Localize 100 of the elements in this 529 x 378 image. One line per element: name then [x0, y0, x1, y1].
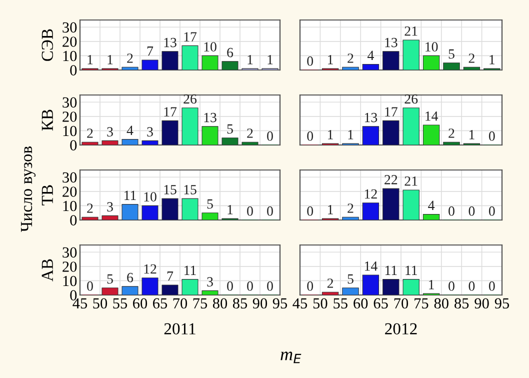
data-label: 1 [328, 205, 333, 214]
x-tick-label: 65 [374, 298, 388, 309]
x-tick-label: 90 [252, 298, 268, 309]
y-tick-label: 30 [62, 22, 77, 33]
data-label: 3 [107, 127, 113, 137]
y-tick-label: 10 [63, 276, 77, 286]
data-label: 6 [127, 272, 134, 282]
data-label: 0 [227, 281, 233, 291]
x-tick-label: 45 [292, 298, 308, 309]
y-tick-label: 0 [70, 140, 77, 150]
y-tick-label: 10 [63, 50, 77, 62]
data-label: 17 [164, 107, 177, 116]
y-axis-title: ТВ [42, 185, 53, 206]
y-tick-label: 10 [63, 126, 77, 136]
data-label: 6 [227, 48, 234, 58]
x-tick-label: 95 [494, 298, 510, 309]
data-label: 5 [448, 49, 454, 59]
data-label: 0 [448, 281, 454, 291]
data-label: 0 [488, 281, 495, 291]
data-label: 0 [87, 281, 93, 291]
x-tick-label: 90 [474, 298, 489, 309]
data-label: 2 [448, 128, 454, 138]
data-label: 1 [228, 205, 233, 214]
x-tick-label: 60 [354, 298, 368, 309]
x-tick-label: 85 [232, 298, 248, 309]
data-label: 13 [204, 112, 216, 122]
text: m$_{E}$ [280, 352, 302, 364]
data-label: 26 [184, 94, 197, 104]
y-tick-label: 20 [62, 36, 77, 47]
data-label: 2 [348, 54, 354, 63]
x-tick-label: 50 [313, 298, 328, 309]
data-label: 1 [429, 280, 434, 290]
data-label: 11 [406, 266, 417, 275]
data-label: 2 [127, 54, 133, 63]
data-label: 4 [126, 126, 134, 135]
x-tick-label: 60 [133, 298, 148, 309]
x-tick-label: 70 [394, 298, 408, 309]
x-tick-label: 45 [72, 298, 88, 309]
x-tick-label: 55 [334, 298, 348, 309]
y-axis-title: АВ [42, 259, 53, 282]
x-tick-label: 80 [434, 298, 448, 309]
data-label: 4 [368, 50, 374, 60]
data-label: 2 [87, 204, 93, 213]
x-tick-label: 75 [193, 298, 208, 309]
data-label: 5 [207, 199, 213, 209]
x-tick-label: 75 [414, 298, 428, 309]
data-label: 1 [490, 55, 495, 64]
y-tick-label: 20 [62, 186, 77, 197]
data-label: 1 [248, 55, 253, 64]
data-label: 17 [184, 32, 197, 42]
data-label: 0 [247, 206, 253, 216]
y-tick-label: 30 [62, 172, 77, 183]
y-tick-label: 20 [62, 262, 77, 272]
y-tick-label: 0 [70, 215, 77, 226]
data-label: 1 [348, 130, 354, 140]
data-label: 0 [307, 56, 314, 66]
data-label: 12 [364, 189, 377, 199]
data-label: 13 [364, 112, 378, 122]
x-tick-label: 55 [113, 298, 128, 309]
x-tick-label: 85 [454, 298, 469, 309]
data-label: 4 [428, 200, 435, 210]
data-label: 26 [404, 94, 418, 104]
y-tick-label: 30 [62, 97, 77, 108]
x-axis-title: 2012 [385, 323, 417, 334]
data-label: 11 [385, 266, 397, 275]
data-label: 2 [348, 204, 354, 213]
data-label: 0 [468, 281, 475, 291]
data-label: 0 [267, 281, 273, 291]
data-label: 5 [107, 274, 113, 284]
data-label: 11 [124, 190, 136, 200]
data-label: 2 [87, 128, 93, 138]
y-tick-label: 20 [62, 112, 77, 122]
data-label: 1 [108, 55, 113, 64]
data-label: 0 [307, 131, 314, 141]
data-label: 0 [307, 281, 314, 291]
data-label: 3 [107, 202, 113, 212]
data-label: 21 [404, 176, 418, 186]
data-label: 0 [267, 206, 273, 216]
data-label: 22 [384, 175, 398, 184]
data-label: 7 [167, 272, 174, 281]
data-label: 10 [426, 42, 438, 52]
data-label: 13 [385, 38, 398, 48]
text: Число вузов [21, 146, 36, 232]
data-label: 7 [147, 46, 154, 56]
data-label: 1 [328, 55, 333, 64]
data-label: 0 [448, 206, 454, 216]
data-label: 11 [184, 266, 196, 275]
x-axis-title: 2011 [164, 323, 196, 334]
data-label: 17 [385, 107, 398, 116]
data-label: 3 [207, 277, 213, 287]
data-label: 5 [348, 274, 354, 284]
data-label: 13 [164, 38, 176, 48]
data-label: 14 [426, 111, 438, 121]
y-tick-label: 10 [63, 200, 77, 212]
data-label: 21 [404, 26, 418, 36]
data-label: 2 [468, 54, 474, 63]
x-tick-label: 65 [153, 298, 168, 309]
data-label: 5 [227, 124, 233, 134]
data-label: 1 [268, 55, 273, 64]
data-label: 3 [147, 127, 153, 137]
